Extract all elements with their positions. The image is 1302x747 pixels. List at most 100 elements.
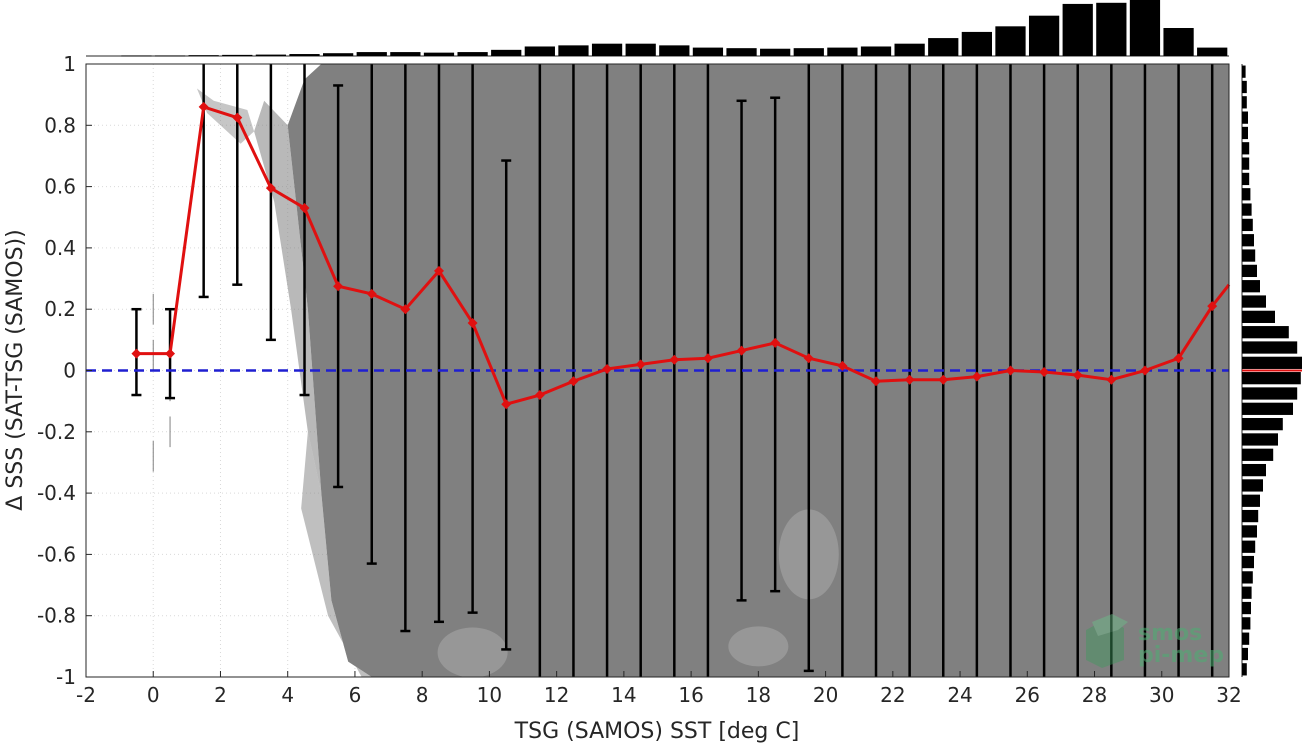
right-histogram-bar	[1242, 494, 1260, 507]
right-histogram-bar	[1242, 617, 1251, 630]
x-tick-label: 8	[416, 683, 429, 707]
top-histogram-bar	[827, 47, 858, 56]
top-histogram-bar	[423, 52, 455, 56]
y-tick-label: 0.8	[44, 113, 76, 137]
logo-icon	[1086, 614, 1128, 668]
x-tick-label: 16	[678, 683, 703, 707]
right-histogram-bar	[1242, 80, 1247, 94]
top-histogram-bar	[356, 52, 387, 56]
right-histogram	[1241, 64, 1302, 677]
mean-point	[938, 374, 949, 385]
mean-point	[299, 203, 310, 214]
right-histogram-bar	[1242, 525, 1257, 538]
logo-text-line1: smos	[1138, 621, 1202, 646]
x-tick-label: 18	[746, 683, 771, 707]
top-histogram-bar	[188, 55, 219, 57]
x-tick-label: 28	[1082, 683, 1107, 707]
mean-point	[265, 183, 276, 194]
right-histogram-bar	[1242, 126, 1248, 140]
right-histogram-bar	[1242, 555, 1254, 569]
logo-text-line2: pi-mep	[1138, 643, 1224, 668]
x-tick-label: 6	[349, 683, 362, 707]
x-tick-label: 20	[813, 683, 838, 707]
x-tick-label: 12	[544, 683, 569, 707]
top-histogram-bar	[1129, 0, 1161, 56]
y-tick-label: 0.2	[44, 297, 76, 321]
right-histogram-bar	[1242, 387, 1298, 400]
mean-point	[837, 360, 848, 371]
right-histogram-bar	[1242, 295, 1266, 308]
smos-pi-mep-logo: smos pi-mep	[1086, 614, 1224, 668]
mean-point	[433, 265, 444, 276]
top-histogram-bar	[928, 38, 959, 56]
scatter-sparse-patch	[728, 626, 789, 667]
right-histogram-bar	[1242, 111, 1248, 124]
top-histogram-bar	[1028, 15, 1060, 56]
y-tick-label: 0	[63, 359, 76, 383]
x-tick-label: 22	[880, 683, 905, 707]
top-histogram-bar	[524, 46, 555, 56]
mean-point	[366, 288, 377, 299]
right-histogram-bar	[1242, 218, 1253, 232]
top-histogram-bar	[894, 43, 925, 56]
y-tick-label: -0.2	[37, 420, 76, 444]
mean-point	[602, 363, 613, 374]
right-histogram-bar	[1242, 234, 1254, 247]
x-tick-label: 30	[1149, 683, 1174, 707]
top-histogram-bar	[1197, 47, 1228, 56]
mean-point	[568, 376, 579, 387]
right-histogram-bar	[1242, 172, 1250, 186]
y-tick-label: 0.6	[44, 175, 76, 199]
right-histogram-bar	[1242, 249, 1256, 262]
right-histogram-bar	[1242, 356, 1302, 369]
right-histogram-bar	[1242, 448, 1274, 461]
top-histogram	[86, 0, 1229, 57]
right-histogram-bar	[1242, 65, 1246, 78]
mean-point	[1106, 374, 1117, 385]
x-tick-label: 0	[147, 683, 160, 707]
right-histogram-bar	[1242, 310, 1275, 323]
right-histogram-bar	[1242, 647, 1248, 661]
right-histogram-bar	[1242, 372, 1301, 385]
top-histogram-bar	[154, 55, 186, 57]
y-axis-ticks: -1 -0.8 -0.6 -0.4 -0.2 0 0.2 0.4 0.6 0.8 1	[37, 52, 92, 689]
top-histogram-bar	[860, 46, 892, 56]
scatter-fringe-region	[301, 431, 372, 677]
mean-point	[131, 348, 142, 359]
top-histogram-bar	[995, 26, 1026, 56]
right-histogram-bar	[1242, 157, 1250, 170]
y-axis-label: Δ SSS (SAT-TSG (SAMOS))	[3, 229, 28, 510]
mean-point	[198, 101, 209, 112]
right-histogram-bar	[1242, 264, 1257, 278]
y-tick-label: -0.8	[37, 604, 76, 628]
mean-point	[736, 345, 747, 356]
x-tick-label: 24	[947, 683, 972, 707]
x-tick-label: 14	[611, 683, 636, 707]
mean-point	[971, 371, 982, 382]
x-axis-label: TSG (SAMOS) SST [deg C]	[514, 719, 800, 744]
top-histogram-bar	[1096, 2, 1127, 57]
y-tick-label: -1	[56, 665, 76, 689]
right-histogram-bar	[1242, 341, 1298, 354]
right-histogram-bar	[1242, 142, 1250, 155]
mean-point	[871, 376, 882, 387]
scatter-fringe-region	[196, 88, 255, 144]
x-tick-label: 4	[281, 683, 294, 707]
mean-point	[1139, 365, 1150, 376]
mean-point	[669, 354, 680, 365]
right-histogram-bar	[1242, 586, 1252, 599]
right-histogram-bar	[1242, 540, 1256, 553]
y-tick-label: -0.4	[37, 481, 76, 505]
mean-line-series	[131, 101, 1231, 410]
right-histogram-bar	[1242, 463, 1266, 477]
mean-line	[136, 104, 1231, 407]
top-histogram-bar	[255, 54, 287, 56]
right-histogram-bar	[1242, 632, 1250, 645]
mean-point	[770, 337, 781, 348]
mean-point	[1173, 353, 1184, 364]
top-histogram-bar	[793, 48, 824, 56]
right-histogram-bar	[1242, 663, 1247, 676]
top-histogram-bar	[625, 43, 656, 56]
right-histogram-bar	[1242, 96, 1247, 109]
